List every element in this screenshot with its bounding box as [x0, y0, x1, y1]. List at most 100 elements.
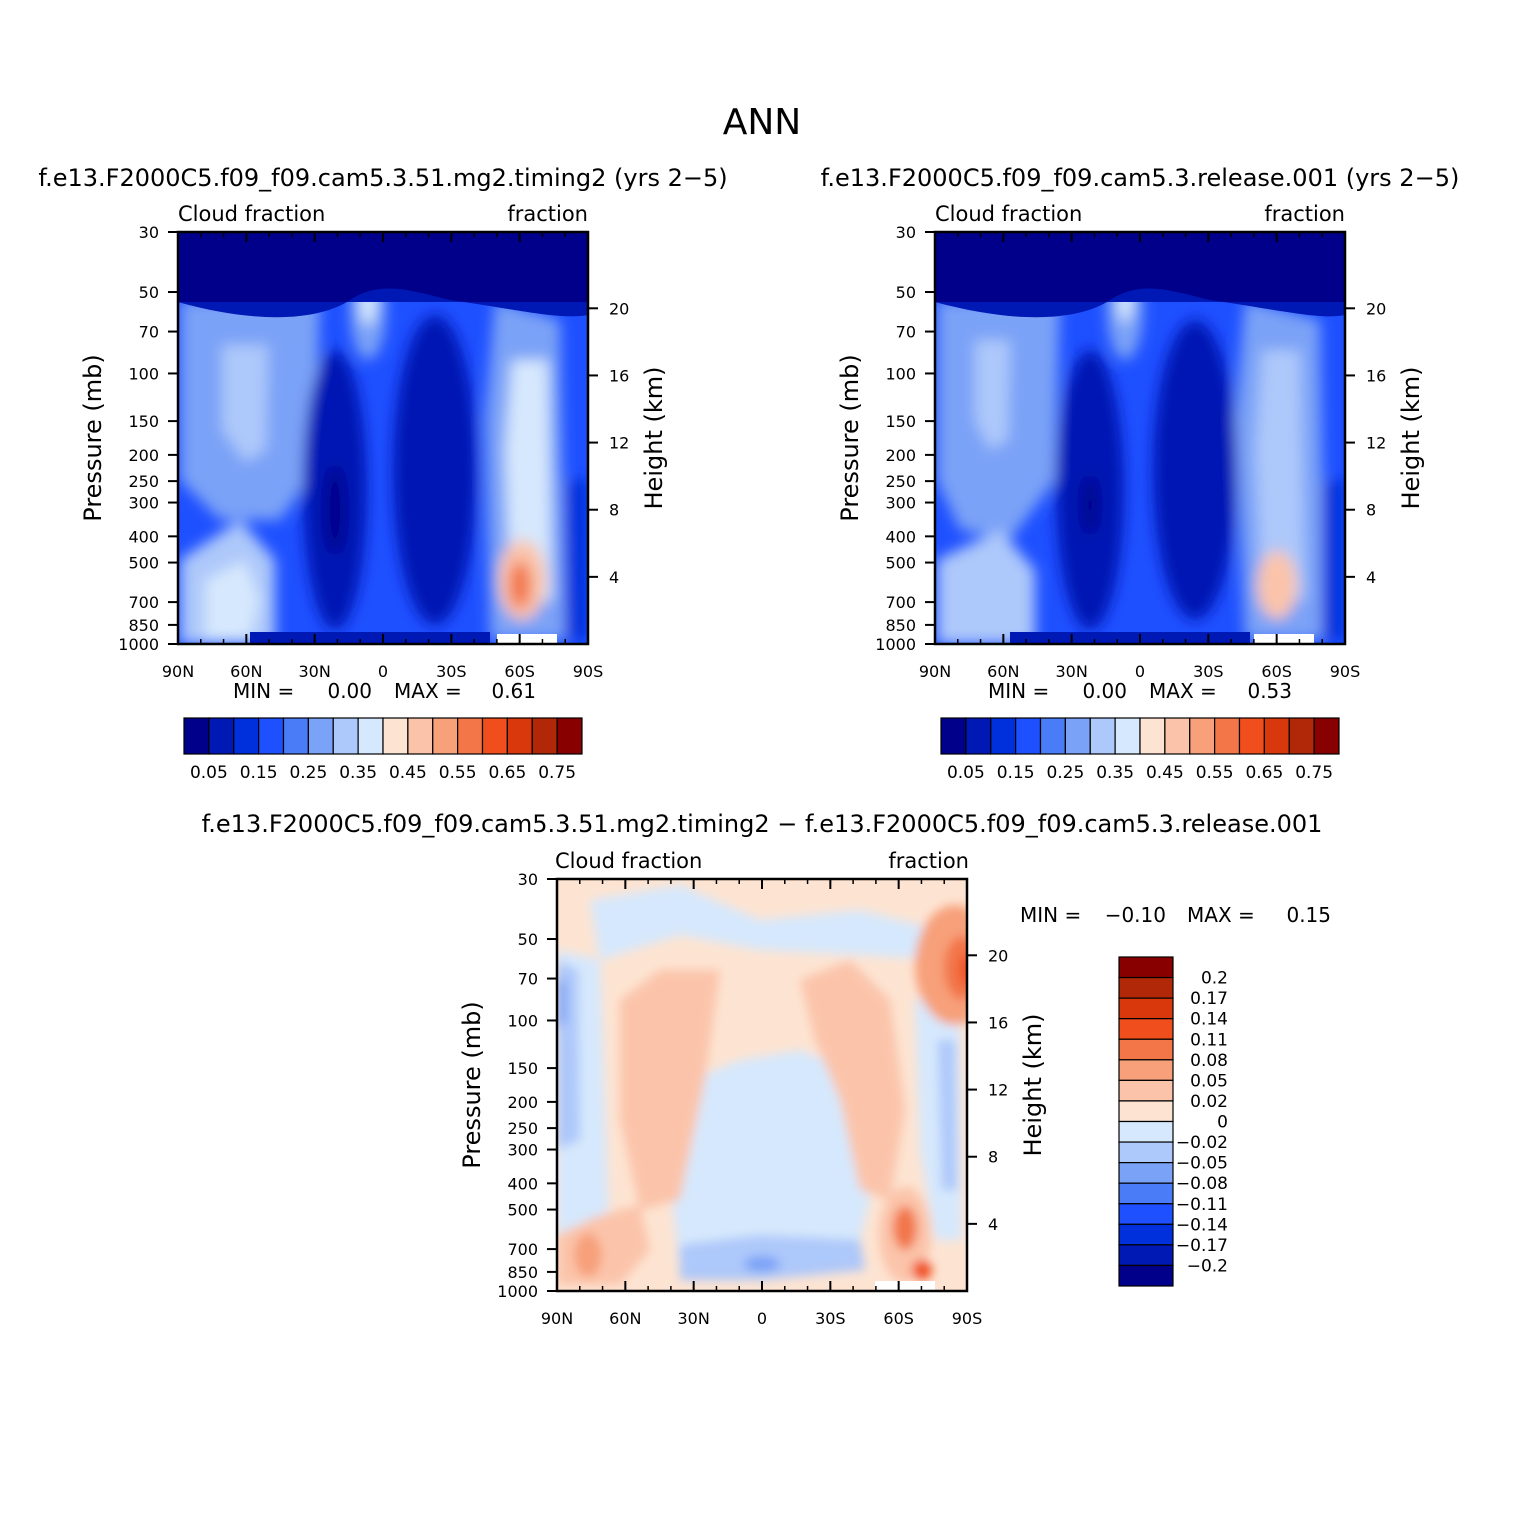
y-tick-label: 100 [128, 364, 159, 383]
panel-1-colorbar: 0.05 0.15 0.25 0.35 0.45 0.55 0.65 0.75 [183, 717, 583, 783]
x-tick-label: 60N [609, 1309, 641, 1328]
y2-tick-label: 8 [1366, 501, 1376, 520]
y2-tick-label: 20 [1366, 299, 1386, 318]
colorbar-label: −0.14 [1176, 1215, 1228, 1235]
x-tick-label: 60N [230, 662, 262, 681]
x-tick-label: 60S [883, 1309, 914, 1328]
colorbar-swatch [1039, 717, 1066, 755]
x-tick-label: 60N [987, 662, 1019, 681]
panel-3-blob-polar-upper-core [960, 954, 967, 986]
panel-1-axes: 90N 60N 30N 0 30S 60S 90S 30 50 70 100 150 200 250 300… [118, 223, 629, 681]
y-tick-label: 100 [507, 1011, 538, 1030]
panel-3-contour-field [557, 879, 967, 1291]
colorbar-swatch [481, 717, 508, 755]
colorbar-label: 0.35 [339, 763, 377, 783]
y2-tick-label: 12 [988, 1081, 1008, 1100]
y2-tick-label: 16 [609, 366, 629, 385]
colorbar-label: −0.11 [1176, 1195, 1228, 1215]
y-tick-label: 1000 [497, 1282, 538, 1301]
y-tick-label: 30 [896, 223, 916, 242]
panel-3-blob-sh-low-hot [893, 1206, 917, 1250]
y-tick-label: 500 [128, 554, 159, 573]
y-tick-label: 400 [128, 527, 159, 546]
colorbar-swatch [1118, 1018, 1174, 1040]
colorbar-label: −0.2 [1187, 1256, 1228, 1276]
panel-1-blob-nh-pale [222, 345, 268, 462]
colorbar-label: −0.08 [1176, 1174, 1228, 1194]
colorbar-swatch [556, 717, 583, 755]
panel-3-blob-nh-edge-deep [557, 975, 566, 1030]
colorbar-swatch [506, 717, 533, 755]
panel-3-colorbar: 0.20.170.140.110.080.050.020−0.02−0.05−0… [1118, 956, 1228, 1287]
y2-tick-label: 16 [988, 1013, 1008, 1032]
panel-3-right-label: fraction [888, 849, 969, 873]
y-tick-label: 850 [128, 616, 159, 635]
x-tick-label: 90N [919, 662, 951, 681]
y2-tick-label: 20 [988, 946, 1008, 965]
colorbar-label: 0.15 [997, 763, 1035, 783]
panel-2-title: f.e13.F2000C5.f09_f09.cam5.3.release.001… [821, 164, 1460, 192]
colorbar-label: 0.02 [1190, 1092, 1228, 1112]
y-tick-label: 30 [139, 223, 159, 242]
panel-3-min-label: MIN = [1020, 903, 1081, 927]
y-tick-label: 700 [128, 593, 159, 612]
colorbar-swatch [1015, 717, 1042, 755]
panel-2-right-label: fraction [1264, 202, 1345, 226]
colorbar-swatch [1263, 717, 1290, 755]
y-tick-label: 100 [885, 364, 916, 383]
colorbar-swatch [1089, 717, 1116, 755]
panel-1-ylabel: Pressure (mb) [79, 354, 107, 521]
panel-2-contour-field [935, 232, 1345, 644]
colorbar-label: 0.08 [1190, 1051, 1228, 1071]
x-tick-label: 90S [573, 662, 604, 681]
y2-tick-label: 20 [609, 299, 629, 318]
x-tick-label: 30S [1193, 662, 1224, 681]
colorbar-swatch [531, 717, 558, 755]
colorbar-label: 0.55 [439, 763, 477, 783]
colorbar-swatch [990, 717, 1017, 755]
panel-1-right-label: fraction [507, 202, 588, 226]
colorbar-swatch [1118, 976, 1174, 999]
y2-tick-label: 16 [1366, 366, 1386, 385]
panel-2-min-label: MIN = [988, 679, 1049, 703]
colorbar-label: 0.11 [1190, 1030, 1228, 1050]
colorbar-swatch [183, 717, 210, 755]
x-tick-label: 90S [952, 1309, 983, 1328]
panel-3-axes: 90N 60N 30N 0 30S 60S 90S 30 50 70 100 150 200 250 300… [497, 870, 1008, 1328]
colorbar-label: 0.25 [1046, 763, 1084, 783]
colorbar-swatch [1238, 717, 1265, 755]
panel-2-max-label: MAX = [1149, 679, 1217, 703]
panel-2-band-surface [1010, 632, 1250, 644]
colorbar-swatch [1118, 1038, 1174, 1061]
panel-3-blob-sh-warm-column [800, 960, 905, 1200]
colorbar-label: 0.14 [1190, 1010, 1228, 1030]
y-tick-label: 300 [507, 1141, 538, 1160]
y2-tick-label: 12 [609, 434, 629, 453]
panel-2-blob-sh-subtropic-dark [1153, 320, 1237, 620]
colorbar-swatch [1118, 1059, 1174, 1081]
colorbar-swatch [332, 717, 359, 755]
y-tick-label: 850 [885, 616, 916, 635]
colorbar-swatch [1288, 717, 1315, 755]
panel-2: f.e13.F2000C5.f09_f09.cam5.3.release.001… [821, 164, 1460, 783]
x-tick-label: 60S [1261, 662, 1292, 681]
panel-1-min-label: MIN = [233, 679, 294, 703]
panel-3-ylabel: Pressure (mb) [458, 1001, 486, 1168]
colorbar-label: 0.45 [389, 763, 427, 783]
colorbar-label: −0.17 [1176, 1236, 1228, 1256]
colorbar-label: 0.55 [1196, 763, 1234, 783]
colorbar-label: 0.75 [538, 763, 576, 783]
colorbar-label: 0.65 [1245, 763, 1283, 783]
colorbar-swatch [1118, 1162, 1174, 1184]
y-tick-label: 700 [885, 593, 916, 612]
y-tick-label: 400 [885, 527, 916, 546]
panel-2-blob-sh-low-warm [1257, 551, 1297, 619]
colorbar-swatch [1118, 1264, 1174, 1287]
x-tick-label: 30S [436, 662, 467, 681]
y-tick-label: 250 [507, 1119, 538, 1138]
panel-3-blob-nh-warm-column [620, 970, 720, 1210]
panel-1-contour-field [178, 232, 588, 644]
panel-1-title: f.e13.F2000C5.f09_f09.cam5.3.51.mg2.timi… [38, 164, 727, 192]
colorbar-swatch [307, 717, 334, 755]
x-tick-label: 30N [299, 662, 331, 681]
